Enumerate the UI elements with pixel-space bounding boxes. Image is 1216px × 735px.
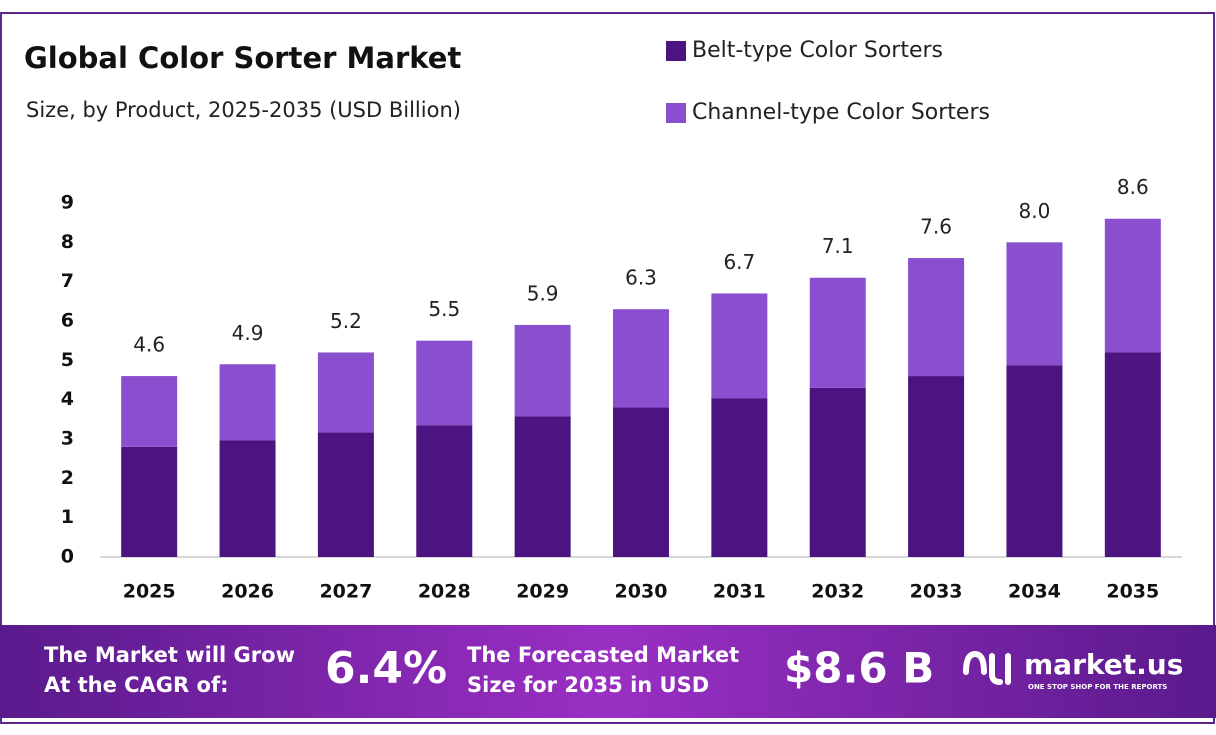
footer-band [0, 625, 1216, 718]
cagr-label: The Market will Grow [44, 643, 295, 667]
bar-segment [711, 398, 768, 557]
cagr-value: 6.4% [325, 643, 447, 694]
cagr-label: At the CAGR of: [44, 673, 229, 697]
bar-segment [908, 376, 965, 557]
bar-segment [613, 309, 669, 408]
y-tick-label: 9 [61, 192, 74, 214]
y-tick-label: 2 [61, 467, 74, 489]
x-tick-label: 2034 [1008, 581, 1061, 603]
total-label: 4.6 [133, 333, 165, 357]
bar-segment [809, 387, 866, 557]
y-tick-label: 0 [61, 546, 74, 568]
x-tick-label: 2026 [221, 581, 274, 603]
total-label: 5.2 [330, 309, 362, 333]
bar-segment [317, 432, 374, 557]
x-tick-label: 2030 [615, 581, 668, 603]
x-tick-label: 2035 [1106, 581, 1159, 603]
y-tick-label: 4 [61, 388, 74, 410]
x-tick-label: 2033 [910, 581, 963, 603]
bar-segment [514, 416, 571, 557]
total-label: 8.6 [1117, 175, 1149, 199]
bar-segment [809, 277, 866, 388]
total-label: 5.5 [428, 297, 460, 321]
y-tick-label: 7 [61, 270, 74, 292]
bar-segment [514, 324, 571, 417]
bar-segment [1104, 218, 1161, 353]
legend-label: Channel-type Color Sorters [692, 100, 990, 125]
chart-title: Global Color Sorter Market [24, 41, 461, 75]
bar-segment [613, 407, 669, 557]
forecast-value: $8.6 B [784, 644, 934, 693]
bar-segment [416, 425, 473, 557]
bar-segment [1104, 352, 1161, 557]
brand: market.us [1024, 648, 1183, 681]
bar-segment [416, 340, 473, 426]
x-tick-label: 2028 [418, 581, 471, 603]
total-label: 7.6 [920, 215, 952, 239]
y-tick-label: 6 [61, 310, 74, 332]
brand-tagline: ONE STOP SHOP FOR THE REPORTS [1028, 683, 1167, 691]
forecast-label: The Forecasted Market [467, 643, 739, 667]
frame [0, 12, 1215, 724]
chart-subtitle: Size, by Product, 2025-2035 (USD Billion… [26, 98, 461, 122]
legend-swatch [666, 41, 686, 61]
x-tick-label: 2031 [713, 581, 766, 603]
bar-segment [121, 376, 178, 447]
bar-segment [317, 352, 374, 433]
x-tick-label: 2025 [123, 581, 176, 603]
forecast-label: Size for 2035 in USD [467, 673, 709, 697]
bar-segment [1006, 365, 1063, 557]
bar-segment [219, 364, 276, 441]
bar-segment [219, 440, 276, 557]
bar-segment [711, 293, 768, 399]
total-label: 6.3 [625, 266, 657, 290]
total-label: 5.9 [527, 281, 559, 305]
y-tick-label: 1 [61, 506, 74, 528]
y-tick-label: 3 [61, 428, 74, 450]
legend-label: Belt-type Color Sorters [692, 38, 943, 63]
y-tick-label: 5 [61, 349, 74, 371]
bar-segment [908, 258, 965, 377]
total-label: 4.9 [232, 321, 264, 345]
x-tick-label: 2032 [811, 581, 864, 603]
brand-logo [963, 650, 1011, 685]
x-tick-label: 2029 [516, 581, 569, 603]
total-label: 6.7 [723, 250, 755, 274]
bar-segment [1006, 242, 1063, 366]
bar-segment [121, 446, 178, 557]
total-label: 8.0 [1019, 199, 1051, 223]
y-tick-label: 8 [61, 231, 74, 253]
x-tick-label: 2027 [319, 581, 372, 603]
total-label: 7.1 [822, 234, 854, 258]
legend-swatch [666, 103, 686, 123]
